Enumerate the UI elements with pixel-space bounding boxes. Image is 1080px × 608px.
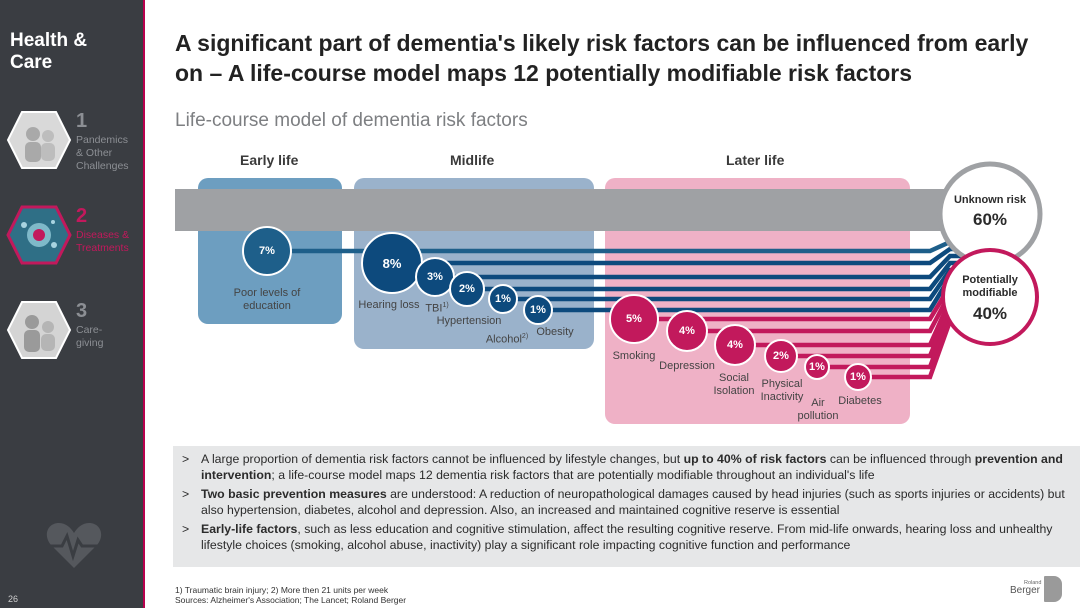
nav-label: Pandemics & Other Challenges (76, 134, 129, 172)
nav-number: 3 (76, 300, 88, 322)
risk-factor-bubble: 2% (449, 271, 485, 307)
finding-bullet: Two basic prevention measures are unders… (182, 487, 1070, 518)
page-subtitle: Life-course model of dementia risk facto… (175, 110, 528, 131)
unknown-risk-label: Unknown risk (953, 194, 1027, 206)
modifiable-value: 40% (972, 304, 1008, 323)
risk-factor-label: Smoking (612, 350, 656, 362)
risk-factor-label: Social Isolation (713, 372, 755, 397)
risk-factor-bubble: 1% (804, 354, 830, 380)
logo-mark (1044, 576, 1062, 602)
risk-factor-bubble: 3% (415, 257, 455, 297)
risk-factor-label: Alcohol2) (485, 333, 529, 346)
footnote-definitions: 1) Traumatic brain injury; 2) More then … (175, 585, 389, 595)
risk-factor-label: Physical Inactivity (760, 378, 804, 403)
logo-text-big: Berger (1010, 585, 1041, 596)
nav-item-diseases[interactable]: 2 Diseases & Treatments (6, 205, 141, 275)
unknown-risk-band (175, 189, 1030, 231)
sidebar: Health & Care 1 Pandemics & Other Challe… (0, 0, 145, 608)
risk-factor-bubble: 2% (764, 339, 798, 373)
risk-factor-label: Hypertension (436, 315, 502, 327)
risk-factor-bubble: 8% (361, 232, 423, 294)
risk-factor-label: Obesity (536, 326, 574, 338)
risk-factor-bubble: 4% (666, 310, 708, 352)
heartbeat-icon (46, 523, 102, 568)
footnote: 1) Traumatic brain injury; 2) More then … (175, 585, 406, 605)
modifiable-label: Potentially modifiable (962, 274, 1018, 299)
risk-factor-bubble: 1% (488, 284, 518, 314)
nav-label: Diseases & Treatments (76, 229, 130, 254)
risk-factor-bubble: 7% (242, 226, 292, 276)
risk-factor-label: TBI1) (425, 302, 449, 315)
risk-factor-label: Air pollution (797, 397, 839, 422)
risk-factor-label: Depression (659, 360, 715, 372)
nav-number: 2 (76, 205, 88, 227)
risk-factor-bubble: 4% (714, 324, 756, 366)
nav-label: Care- giving (76, 324, 104, 349)
phase-header-late: Later life (726, 152, 785, 168)
risk-factor-bubble: 1% (523, 295, 553, 325)
section-title: Health & Care (10, 30, 88, 73)
nav-number: 1 (76, 110, 88, 132)
risk-factor-bubble: 1% (844, 363, 872, 391)
risk-factor-label: Poor levels of education (233, 287, 301, 312)
unknown-risk-value: 60% (972, 210, 1008, 229)
logo-text-small: Roland (1024, 580, 1042, 586)
nav-item-caregiving[interactable]: 3 Care- giving (6, 300, 141, 370)
roland-berger-logo: Roland Berger (1010, 576, 1070, 604)
finding-bullet: Early-life factors, such as less educati… (182, 522, 1070, 553)
phase-header-mid: Midlife (450, 152, 495, 168)
risk-factor-label: Hearing loss (358, 299, 420, 311)
phase-header-early: Early life (240, 152, 299, 168)
caregiving-photo-icon (6, 301, 72, 359)
page-number: 26 (8, 594, 19, 604)
page-title: A significant part of dementia's likely … (175, 30, 1029, 86)
footnote-sources: Sources: Alzheimer's Association; The La… (175, 595, 407, 605)
finding-bullet: A large proportion of dementia risk fact… (182, 452, 1070, 483)
people-photo-icon (6, 111, 72, 169)
risk-factor-label: Diabetes (838, 395, 882, 407)
virus-icon (6, 205, 72, 265)
risk-factor-bubble: 5% (609, 294, 659, 344)
nav-item-pandemics[interactable]: 1 Pandemics & Other Challenges (6, 110, 141, 180)
key-findings-box: A large proportion of dementia risk fact… (173, 446, 1080, 567)
